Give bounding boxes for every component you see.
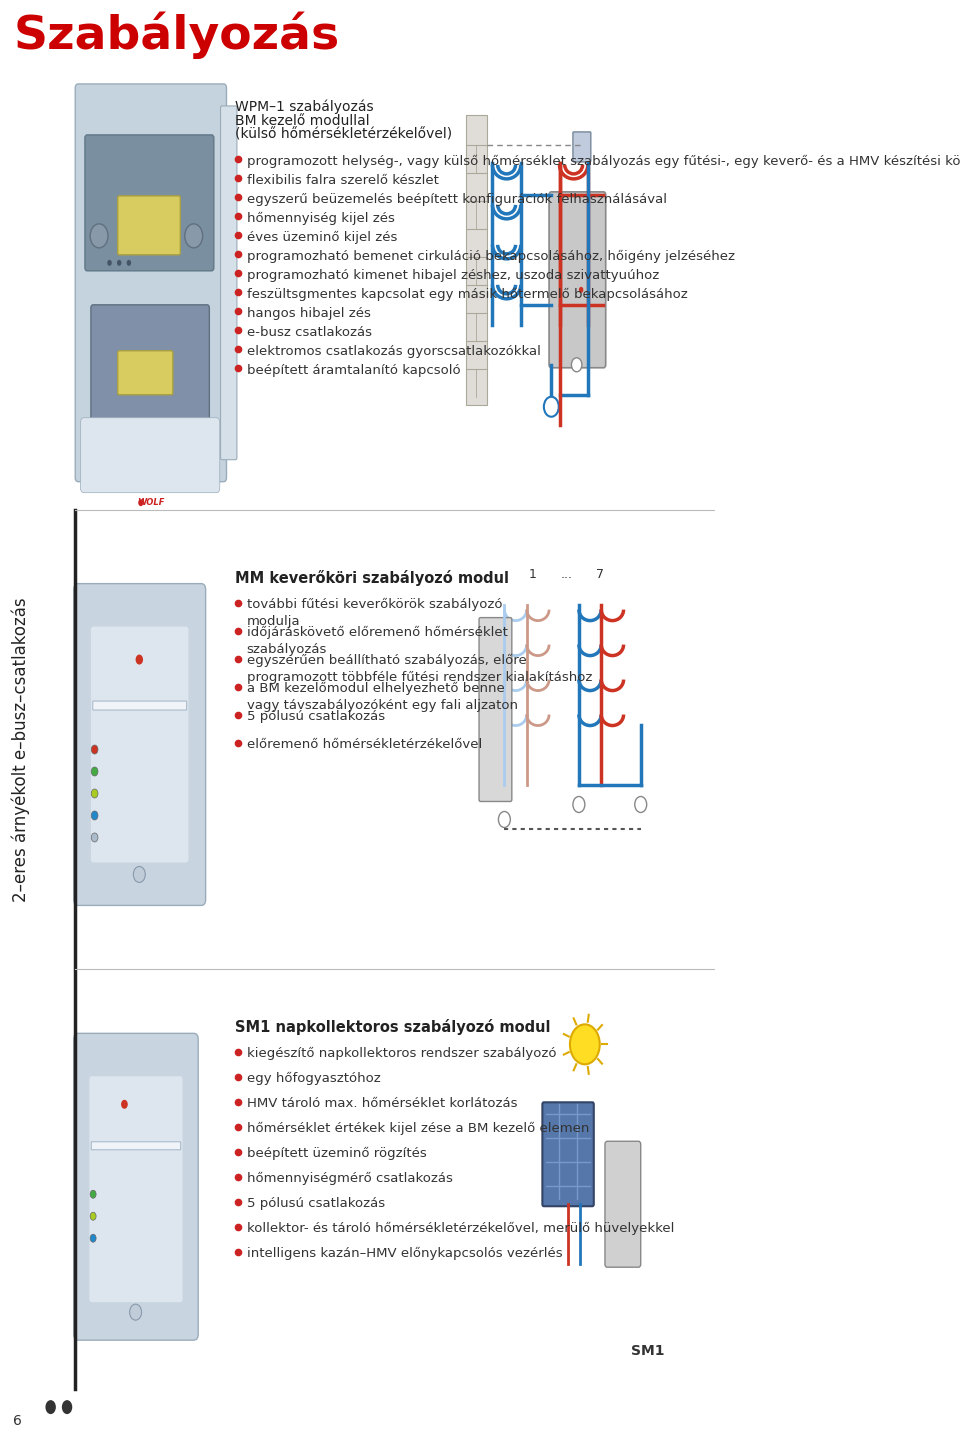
Text: 7: 7 (596, 567, 604, 580)
Text: beépített áramtalanító kapcsoló: beépített áramtalanító kapcsoló (247, 364, 460, 377)
Circle shape (121, 1100, 128, 1108)
FancyBboxPatch shape (118, 351, 173, 395)
Text: ...: ... (561, 567, 572, 580)
FancyBboxPatch shape (89, 1077, 182, 1302)
FancyBboxPatch shape (81, 418, 220, 493)
Text: egy hőfogyasztóhoz: egy hőfogyasztóhoz (247, 1073, 380, 1085)
Text: WOLF: WOLF (137, 498, 165, 507)
Circle shape (91, 745, 98, 755)
FancyBboxPatch shape (93, 702, 186, 710)
Text: egyszerű beüzemelés beépített konfigurációk felhasználásával: egyszerű beüzemelés beépített konfigurác… (247, 193, 666, 206)
Text: éves üzeminő kijel zés: éves üzeminő kijel zés (247, 231, 397, 243)
Text: hőmennyiségmérő csatlakozás: hőmennyiségmérő csatlakozás (247, 1173, 452, 1186)
Circle shape (573, 796, 585, 812)
Text: hőmérséklet értékek kijel zése a BM kezelő elemen: hőmérséklet értékek kijel zése a BM keze… (247, 1123, 589, 1136)
Text: HMV tároló max. hőmérséklet korlátozás: HMV tároló max. hőmérséklet korlátozás (247, 1097, 517, 1110)
Bar (466, 115, 487, 405)
FancyBboxPatch shape (221, 106, 237, 460)
Text: WPM–1 szabályozás: WPM–1 szabályozás (234, 100, 373, 115)
Circle shape (91, 789, 98, 798)
Text: SM1: SM1 (632, 1345, 665, 1358)
Circle shape (138, 500, 143, 505)
Text: 1: 1 (529, 567, 537, 580)
Circle shape (144, 420, 158, 440)
Text: e-busz csatlakozás: e-busz csatlakozás (247, 326, 372, 339)
Circle shape (544, 397, 559, 417)
Text: hőmennyiség kijel zés: hőmennyiség kijel zés (247, 212, 395, 225)
Circle shape (571, 358, 582, 372)
Circle shape (45, 1400, 56, 1415)
Circle shape (135, 654, 143, 664)
Circle shape (133, 866, 145, 882)
Circle shape (90, 223, 108, 248)
FancyBboxPatch shape (74, 1034, 198, 1340)
Circle shape (579, 286, 584, 292)
Text: feszültsgmentes kapcsolat egy másik hőtermelő bekapcsolásához: feszültsgmentes kapcsolat egy másik hőte… (247, 288, 687, 301)
FancyBboxPatch shape (91, 1141, 180, 1150)
FancyBboxPatch shape (573, 132, 590, 162)
Text: 5 pólusú csatlakozás: 5 pólusú csatlakozás (247, 709, 385, 723)
Text: a BM kezelőmodul elhelyezhető benne
vagy távszabályozóként egy fali aljzaton: a BM kezelőmodul elhelyezhető benne vagy… (247, 682, 517, 712)
Text: MM keverőköri szabályozó modul: MM keverőköri szabályozó modul (234, 570, 509, 586)
Text: előremenő hőmérsékletérzékelővel: előremenő hőmérsékletérzékelővel (247, 737, 482, 750)
Text: SM1 napkollektoros szabályozó modul: SM1 napkollektoros szabályozó modul (234, 1020, 550, 1035)
Text: 2–eres árnyékolt e–busz–csatlakozás: 2–eres árnyékolt e–busz–csatlakozás (12, 597, 30, 902)
FancyBboxPatch shape (75, 84, 227, 481)
Text: Szabályozás: Szabályozás (13, 11, 340, 60)
Circle shape (91, 833, 98, 842)
Text: egyszerűen beállítható szabályozás, előre
programozott többféle fűtési rendszer : egyszerűen beállítható szabályozás, előr… (247, 653, 592, 683)
Text: további fűtési keverőkörök szabályozó
modulja: további fűtési keverőkörök szabályozó mo… (247, 597, 502, 627)
Text: programozható kimenet hibajel zéshez, uszoda szivattyuúhoz: programozható kimenet hibajel zéshez, us… (247, 269, 659, 282)
Circle shape (90, 1213, 96, 1220)
FancyBboxPatch shape (542, 1103, 594, 1206)
Text: elektromos csatlakozás gyorscsatlakozókkal: elektromos csatlakozás gyorscsatlakozókk… (247, 345, 540, 358)
FancyBboxPatch shape (549, 192, 606, 368)
Text: (külső hőmérsékletérzékelővel): (külső hőmérsékletérzékelővel) (234, 127, 452, 142)
Circle shape (108, 259, 111, 266)
FancyBboxPatch shape (118, 196, 180, 255)
FancyBboxPatch shape (479, 617, 512, 802)
Circle shape (91, 811, 98, 821)
Text: beépített üzeminő rögzítés: beépített üzeminő rögzítés (247, 1147, 426, 1160)
Circle shape (91, 768, 98, 776)
Text: időjáráskövető előremenő hőmérséklet
szabályozás: időjáráskövető előremenő hőmérséklet sza… (247, 626, 508, 656)
Text: BM kezelő modullal: BM kezelő modullal (234, 115, 370, 127)
Text: flexibilis falra szerelő készlet: flexibilis falra szerelő készlet (247, 173, 439, 188)
FancyBboxPatch shape (84, 135, 214, 271)
Text: hangos hibajel zés: hangos hibajel zés (247, 306, 371, 319)
Text: intelligens kazán–HMV előnykapcsolós vezérlés: intelligens kazán–HMV előnykapcsolós vez… (247, 1247, 563, 1260)
Text: 5 pólusú csatlakozás: 5 pólusú csatlakozás (247, 1197, 385, 1210)
Circle shape (570, 1024, 600, 1064)
Text: 6: 6 (13, 1415, 22, 1428)
Text: programozott helység-, vagy külső hőmérséklet szabályozás egy fűtési-, egy kever: programozott helység-, vagy külső hőmérs… (247, 155, 960, 168)
Circle shape (90, 1234, 96, 1242)
FancyBboxPatch shape (605, 1141, 640, 1267)
Circle shape (90, 1190, 96, 1199)
Circle shape (117, 259, 121, 266)
Text: programozható bemenet cirkuláció bekapcsolásához, hőigény jelzéséhez: programozható bemenet cirkuláció bekapcs… (247, 249, 734, 263)
Circle shape (498, 812, 511, 828)
FancyBboxPatch shape (91, 627, 188, 862)
Circle shape (130, 1305, 141, 1320)
Circle shape (127, 259, 132, 266)
Text: kiegészítő napkollektoros rendszer szabályozó: kiegészítő napkollektoros rendszer szabá… (247, 1047, 556, 1061)
FancyBboxPatch shape (74, 584, 205, 905)
Circle shape (635, 796, 647, 812)
Circle shape (184, 223, 203, 248)
Circle shape (61, 1400, 72, 1415)
FancyBboxPatch shape (91, 305, 209, 421)
Text: kollektor- és tároló hőmérsékletérzékelővel, merülő hüvelyekkel: kollektor- és tároló hőmérsékletérzékelő… (247, 1223, 674, 1236)
